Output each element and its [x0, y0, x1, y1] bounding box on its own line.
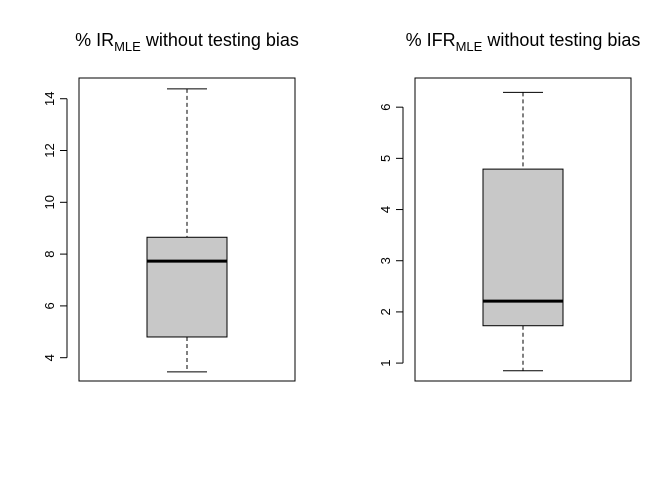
- y-tick-label: 14: [42, 91, 57, 105]
- chart-title: % IFRMLE without testing bias: [406, 30, 641, 54]
- y-tick-label: 2: [378, 308, 393, 315]
- y-tick-label: 4: [378, 206, 393, 213]
- panel-ifr: % IFRMLE without testing bias 1 2 3 4 5 6: [378, 30, 641, 382]
- y-tick-label: 3: [378, 257, 393, 264]
- chart-title: % IRMLE without testing bias: [75, 30, 299, 54]
- y-axis: 4 6 8 10 12 14: [42, 91, 68, 361]
- y-tick-label: 1: [378, 359, 393, 366]
- y-tick-label: 5: [378, 155, 393, 162]
- y-tick-label: 8: [42, 250, 57, 257]
- box-plot-marks: [146, 88, 228, 373]
- y-axis: 1 2 3 4 5 6: [378, 104, 404, 367]
- plot-frame: [78, 77, 296, 382]
- panel-ir: % IRMLE without testing bias 4 6 8 10 12 14: [42, 30, 299, 382]
- y-tick-label: 10: [42, 195, 57, 209]
- iqr-box: [146, 236, 228, 338]
- y-tick-label: 4: [42, 354, 57, 361]
- y-tick-label: 6: [378, 104, 393, 111]
- box-plot-marks: [482, 91, 564, 372]
- y-tick-label: 6: [42, 302, 57, 309]
- y-tick-label: 12: [42, 143, 57, 157]
- plot-frame: [414, 77, 632, 382]
- iqr-box: [482, 168, 564, 327]
